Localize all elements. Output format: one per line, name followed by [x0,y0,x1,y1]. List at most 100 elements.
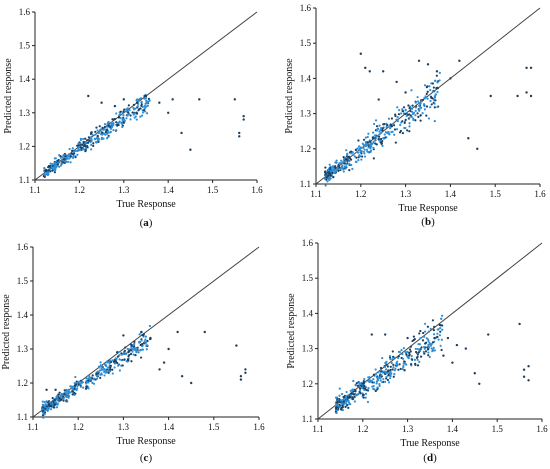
data-point [363,148,366,151]
data-point [235,344,238,347]
data-point [127,348,130,351]
panel-caption: (a) [140,217,153,229]
data-point [104,131,108,134]
data-point [433,95,437,98]
data-point [123,349,127,352]
data-point [388,125,391,128]
data-point [381,357,384,360]
data-point [416,100,420,103]
data-point [54,164,57,167]
data-point [430,103,433,106]
data-point [101,133,104,136]
data-point [381,371,384,374]
data-point [348,160,351,163]
data-point [408,348,412,351]
data-point [372,378,375,381]
data-point [86,141,90,144]
data-point [344,397,348,400]
data-point [180,131,183,135]
data-point [49,404,53,407]
data-point [92,378,96,381]
data-point [63,389,66,392]
data-point [383,365,387,369]
data-point [349,395,352,399]
data-point [43,175,46,178]
data-point [436,90,439,94]
data-point [75,380,78,383]
data-point [115,112,118,115]
data-point [379,376,382,379]
data-point [406,129,409,132]
data-points [40,324,247,419]
data-point [65,392,68,395]
data-point [421,339,425,342]
data-point [117,123,120,127]
data-point [90,138,93,141]
data-point [126,111,130,114]
data-point [81,143,84,146]
data-point [416,348,419,351]
data-point [393,133,396,136]
data-point [353,400,356,403]
y-axis-label: Predicted response [284,58,295,134]
data-point [58,397,61,400]
data-point [85,379,88,382]
data-point [429,327,432,330]
data-point [414,114,417,117]
y-tick-label: 1.3 [302,344,314,354]
x-tick-label: 1.1 [29,185,40,195]
data-point [397,113,401,116]
data-point [105,365,108,368]
y-axis-label: Predicted response [3,58,14,134]
panel-caption: (b) [421,216,435,228]
data-point [367,151,370,154]
data-point [467,137,470,140]
data-point [436,335,439,339]
data-point [103,132,106,135]
data-point [76,149,79,153]
data-point [96,136,99,140]
x-tick-label: 1.2 [357,424,368,434]
data-point [418,102,421,105]
data-point [436,332,439,335]
data-point [128,350,131,353]
x-axis-label: True Response [116,436,176,447]
data-point [128,353,131,357]
data-point [134,354,137,357]
data-point [334,161,337,164]
data-point [73,387,76,390]
data-point [384,131,388,134]
data-point [427,347,430,351]
data-point [122,121,125,124]
x-axis-label: True Response [398,203,458,214]
data-point [433,106,436,109]
data-point [62,397,65,401]
data-point [379,128,382,132]
data-point [108,131,112,134]
data-point [354,160,358,163]
data-point [398,131,402,134]
data-point [374,119,378,122]
data-point [436,87,439,90]
data-point [144,335,148,338]
data-point [404,109,407,112]
data-point [139,115,142,118]
data-point [390,361,393,365]
data-point [476,147,479,150]
data-point [427,339,430,343]
data-point [341,408,345,412]
x-tick-label: 1.3 [118,422,130,432]
data-point [439,344,442,347]
data-point [381,129,384,132]
x-tick-label: 1.1 [312,424,323,434]
data-points [334,314,530,415]
data-point [385,375,388,378]
data-point [356,151,360,154]
data-point [120,359,123,362]
data-point [432,329,436,332]
data-point [113,118,116,121]
data-point [342,400,345,403]
data-point [74,375,77,379]
y-tick-label: 1.4 [17,310,29,320]
data-point [104,369,107,372]
